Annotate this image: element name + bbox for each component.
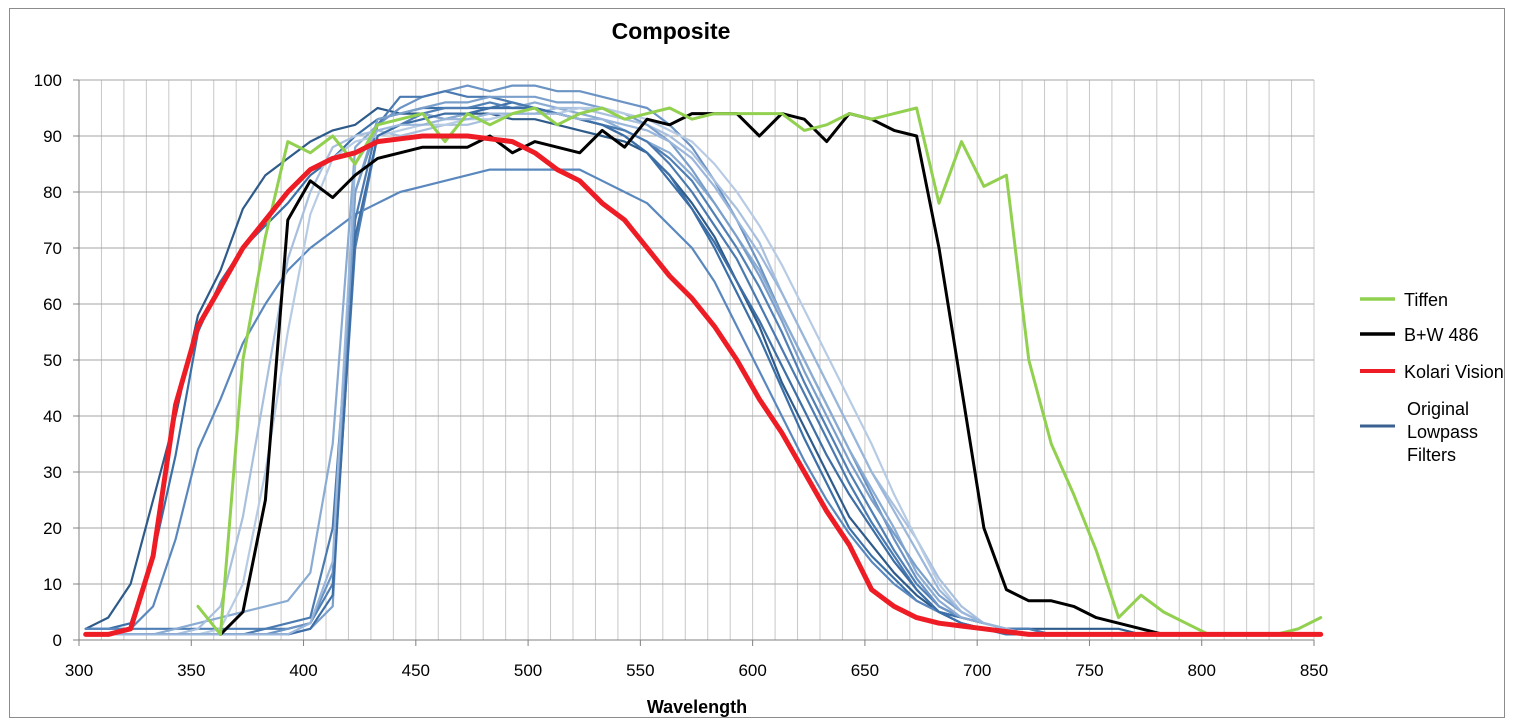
y-tick-label: 90 — [43, 127, 62, 146]
legend-label-kolari-vision: Kolari Vision — [1404, 362, 1504, 382]
legend: Tiffen B+W 486 Kolari Vision Original Lowpas… — [1360, 290, 1504, 465]
legend-label-tiffen: Tiffen — [1404, 290, 1448, 310]
y-tick-label: 100 — [34, 71, 62, 90]
x-tick-label: 300 — [65, 661, 93, 680]
series-line-b-w-486 — [219, 112, 1323, 636]
series-line-kolari-vision — [83, 133, 1324, 637]
x-tick-label: 750 — [1075, 661, 1103, 680]
y-tick-label: 0 — [53, 631, 62, 650]
x-tick-label: 500 — [514, 661, 542, 680]
legend-label-line: Original — [1407, 399, 1469, 419]
legend-label-line: Lowpass — [1407, 422, 1478, 442]
series-line-tiffen — [196, 106, 1323, 636]
axes — [73, 79, 1315, 646]
legend-label-b-w-486: B+W 486 — [1404, 325, 1479, 345]
series-line-lowpass-filter-8 — [84, 101, 1322, 636]
x-tick-label: 400 — [289, 661, 317, 680]
y-tick-label: 20 — [43, 519, 62, 538]
y-tick-label: 10 — [43, 575, 62, 594]
x-tick-label: 850 — [1300, 661, 1328, 680]
series-line-lowpass-filter-11 — [84, 95, 1322, 636]
y-tick-label: 60 — [43, 295, 62, 314]
y-tick-label: 40 — [43, 407, 62, 426]
x-tick-label: 350 — [177, 661, 205, 680]
x-tick-labels: 300 350 400 450 500 550 600 650 700 750 800 850 — [65, 661, 1328, 680]
series-line-lowpass-filter-6 — [84, 168, 1322, 636]
y-tick-label: 80 — [43, 183, 62, 202]
legend-label-original-lowpass-filters: Original Lowpass Filters — [1407, 399, 1478, 465]
y-tick-label: 70 — [43, 239, 62, 258]
series-line-lowpass-filter-5 — [84, 101, 1322, 636]
chart-title: Composite — [611, 18, 731, 44]
x-tick-label: 700 — [963, 661, 991, 680]
x-axis-label: Wavelength — [647, 697, 747, 717]
x-tick-label: 600 — [738, 661, 766, 680]
legend-label-line: Filters — [1407, 445, 1456, 465]
series-line-lowpass-filter-3 — [84, 106, 1322, 636]
y-tick-labels: 0 10 20 30 40 50 60 70 80 90 100 — [34, 71, 62, 650]
series-line-lowpass-filter-4 — [84, 101, 1322, 636]
y-tick-label: 50 — [43, 351, 62, 370]
y-tick-label: 30 — [43, 463, 62, 482]
x-tick-label: 450 — [402, 661, 430, 680]
x-tick-label: 550 — [626, 661, 654, 680]
x-tick-label: 800 — [1188, 661, 1216, 680]
x-tick-label: 650 — [851, 661, 879, 680]
plot-lines — [83, 84, 1324, 637]
